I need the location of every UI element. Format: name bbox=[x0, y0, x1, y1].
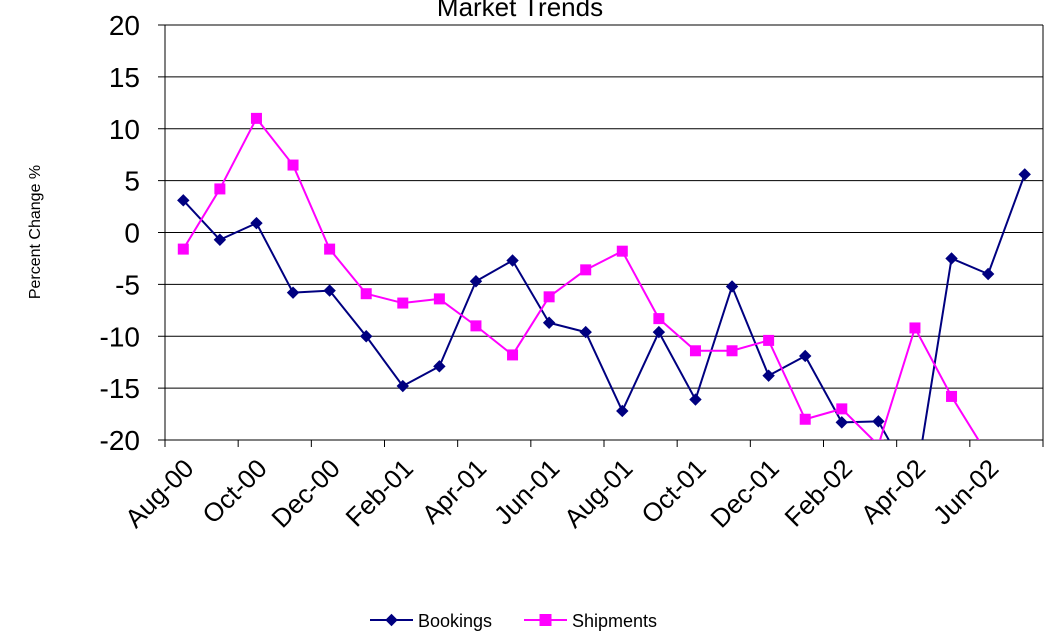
x-tick-labels: Aug-00Oct-00Dec-00Feb-01Apr-01Jun-01Aug-… bbox=[119, 453, 1004, 533]
data-point-bookings bbox=[323, 284, 336, 297]
y-tick-label: 10 bbox=[109, 114, 140, 145]
data-point-bookings bbox=[616, 404, 629, 418]
data-point-shipments bbox=[616, 245, 628, 257]
series-line-bookings bbox=[182, 174, 1026, 440]
x-tick-label: Feb-02 bbox=[779, 453, 858, 532]
data-point-shipments bbox=[689, 345, 701, 357]
data-point-shipments bbox=[946, 390, 958, 402]
gridlines bbox=[165, 24, 1043, 441]
legend: Bookings Shipments bbox=[370, 611, 657, 631]
data-point-shipments bbox=[287, 159, 299, 171]
data-point-shipments bbox=[872, 439, 884, 440]
x-tick-label: Feb-01 bbox=[340, 453, 419, 532]
data-point-bookings bbox=[177, 194, 190, 207]
data-point-shipments bbox=[250, 112, 262, 124]
data-point-bookings bbox=[762, 369, 775, 382]
legend-label-shipments: Shipments bbox=[572, 611, 657, 631]
data-point-shipments bbox=[324, 243, 336, 255]
data-point-shipments bbox=[433, 293, 445, 305]
data-point-bookings bbox=[725, 280, 739, 293]
x-tick-label: Jun-02 bbox=[927, 453, 1004, 530]
data-point-bookings bbox=[433, 360, 446, 373]
data-point-bookings bbox=[469, 275, 483, 288]
y-tick-label: 15 bbox=[109, 62, 140, 93]
data-point-bookings bbox=[799, 349, 812, 363]
data-point-shipments bbox=[543, 291, 555, 303]
x-tick-label: Oct-00 bbox=[196, 453, 272, 529]
legend-marker-shipments bbox=[539, 614, 552, 626]
series-layer bbox=[177, 112, 1031, 440]
data-point-shipments bbox=[836, 403, 848, 415]
y-tick-label: -15 bbox=[100, 373, 140, 404]
y-tick-label: -5 bbox=[115, 269, 140, 300]
data-point-bookings bbox=[360, 330, 373, 343]
y-tick-label: -20 bbox=[100, 425, 140, 456]
y-tick-label: -10 bbox=[100, 321, 140, 352]
legend-marker-bookings bbox=[385, 613, 398, 627]
data-point-shipments bbox=[909, 322, 921, 334]
data-point-bookings bbox=[689, 393, 702, 406]
data-point-shipments bbox=[507, 349, 519, 361]
x-tick-label: Aug-00 bbox=[119, 453, 199, 533]
y-axis-title: Percent Change % bbox=[27, 165, 44, 299]
data-point-bookings bbox=[250, 216, 263, 230]
x-tick-label: Apr-02 bbox=[855, 453, 931, 529]
y-tick-label: 20 bbox=[109, 10, 140, 41]
data-point-shipments bbox=[214, 183, 226, 195]
data-point-shipments bbox=[470, 320, 482, 332]
data-point-shipments bbox=[653, 313, 665, 325]
data-point-shipments bbox=[177, 243, 189, 255]
legend-item-shipments: Shipments bbox=[524, 611, 657, 631]
data-point-shipments bbox=[799, 413, 811, 425]
x-tick-label: Apr-01 bbox=[416, 453, 492, 529]
data-point-bookings bbox=[1018, 168, 1031, 181]
chart-title: Market Trends bbox=[437, 0, 603, 22]
data-point-bookings bbox=[652, 325, 666, 339]
y-tick-labels: 20 15 10 5 0 -5 -10 -15 -20 bbox=[100, 10, 140, 456]
data-point-shipments bbox=[397, 297, 409, 309]
x-tick-label: Jun-01 bbox=[488, 453, 565, 530]
data-point-shipments bbox=[726, 345, 738, 357]
x-tick-label: Aug-01 bbox=[558, 453, 638, 533]
legend-item-bookings: Bookings bbox=[370, 611, 492, 631]
data-point-bookings bbox=[981, 267, 995, 281]
data-point-bookings bbox=[542, 316, 556, 329]
data-point-bookings bbox=[945, 252, 958, 265]
data-point-shipments bbox=[580, 264, 592, 276]
data-point-bookings bbox=[286, 286, 300, 299]
data-point-bookings bbox=[396, 379, 409, 393]
series-line-shipments bbox=[182, 117, 980, 440]
data-point-bookings bbox=[579, 325, 592, 339]
legend-label-bookings: Bookings bbox=[418, 611, 492, 631]
y-tick-label: 5 bbox=[124, 166, 140, 197]
x-tick-label: Dec-01 bbox=[704, 453, 784, 533]
data-point-bookings bbox=[506, 254, 519, 267]
data-point-shipments bbox=[360, 288, 372, 300]
data-point-bookings bbox=[872, 415, 885, 428]
data-point-shipments bbox=[763, 334, 775, 346]
x-tick-label: Oct-01 bbox=[635, 453, 711, 529]
y-tick-label: 0 bbox=[124, 218, 140, 249]
data-point-bookings bbox=[835, 416, 848, 429]
data-point-bookings bbox=[213, 233, 227, 246]
axes bbox=[158, 24, 1044, 447]
x-tick-label: Dec-00 bbox=[265, 453, 345, 533]
